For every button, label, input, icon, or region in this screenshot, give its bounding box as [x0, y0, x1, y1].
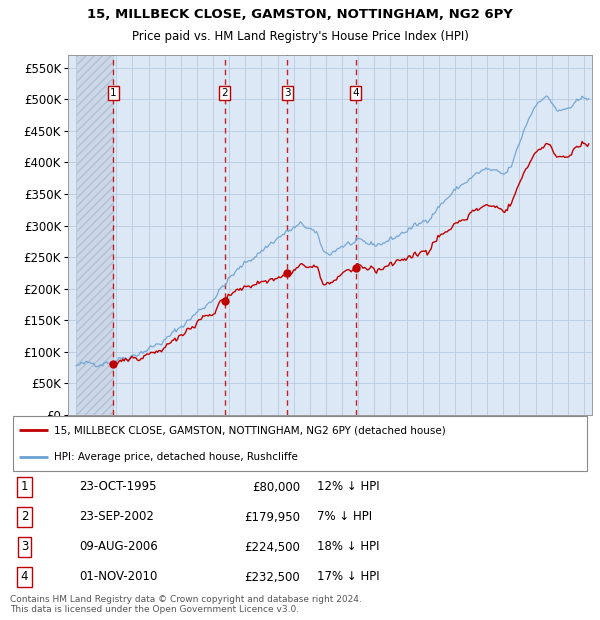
Text: 01-NOV-2010: 01-NOV-2010 — [80, 570, 158, 583]
Text: 4: 4 — [352, 88, 359, 98]
FancyBboxPatch shape — [13, 416, 587, 471]
Text: 09-AUG-2006: 09-AUG-2006 — [80, 541, 158, 554]
Text: £179,950: £179,950 — [244, 510, 300, 523]
Text: 2: 2 — [21, 510, 28, 523]
Text: 3: 3 — [21, 541, 28, 554]
Text: 2: 2 — [221, 88, 228, 98]
Text: £224,500: £224,500 — [244, 541, 300, 554]
Text: £80,000: £80,000 — [252, 480, 300, 494]
Text: 15, MILLBECK CLOSE, GAMSTON, NOTTINGHAM, NG2 6PY: 15, MILLBECK CLOSE, GAMSTON, NOTTINGHAM,… — [87, 8, 513, 21]
Bar — [76, 55, 113, 415]
Text: 12% ↓ HPI: 12% ↓ HPI — [317, 480, 380, 494]
Text: Price paid vs. HM Land Registry's House Price Index (HPI): Price paid vs. HM Land Registry's House … — [131, 30, 469, 43]
Text: 1: 1 — [21, 480, 28, 494]
Text: 17% ↓ HPI: 17% ↓ HPI — [317, 570, 380, 583]
Text: 23-SEP-2002: 23-SEP-2002 — [80, 510, 154, 523]
Text: 4: 4 — [21, 570, 28, 583]
Text: 3: 3 — [284, 88, 290, 98]
Text: 1: 1 — [110, 88, 116, 98]
Text: £232,500: £232,500 — [244, 570, 300, 583]
Text: HPI: Average price, detached house, Rushcliffe: HPI: Average price, detached house, Rush… — [53, 451, 298, 462]
Text: 15, MILLBECK CLOSE, GAMSTON, NOTTINGHAM, NG2 6PY (detached house): 15, MILLBECK CLOSE, GAMSTON, NOTTINGHAM,… — [53, 425, 445, 435]
Text: 7% ↓ HPI: 7% ↓ HPI — [317, 510, 373, 523]
Text: 23-OCT-1995: 23-OCT-1995 — [80, 480, 157, 494]
Bar — [76, 55, 113, 415]
Text: 18% ↓ HPI: 18% ↓ HPI — [317, 541, 380, 554]
Text: Contains HM Land Registry data © Crown copyright and database right 2024.
This d: Contains HM Land Registry data © Crown c… — [10, 595, 362, 614]
